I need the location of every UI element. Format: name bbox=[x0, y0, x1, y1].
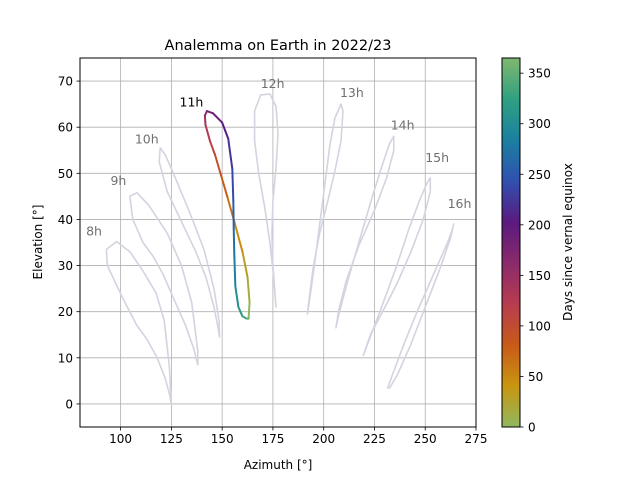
x-axis-label: Azimuth [°] bbox=[244, 458, 313, 472]
plot-frame bbox=[79, 57, 477, 428]
analemma-16h bbox=[386, 223, 455, 389]
analemma-11h-segment bbox=[246, 276, 251, 304]
analemma-11h-segment bbox=[237, 306, 244, 318]
colorbar-tick-label: 200 bbox=[528, 218, 551, 232]
analemma-11h-segment bbox=[233, 255, 237, 288]
y-tick-label: 60 bbox=[58, 121, 73, 135]
hour-label-13h: 13h bbox=[340, 85, 364, 100]
analemma-11h-segment bbox=[227, 137, 234, 170]
colorbar-ticks: 0 50 100 150 200 250 300 350 bbox=[520, 67, 551, 435]
analemma-11h-segment bbox=[247, 301, 251, 320]
y-tick-label: 30 bbox=[58, 259, 73, 273]
analemma-10h bbox=[158, 147, 221, 338]
analemma-curves bbox=[105, 93, 455, 405]
analemma-11h bbox=[203, 110, 251, 320]
analemma-11h-segment bbox=[208, 140, 217, 156]
analemma-8h-line bbox=[105, 240, 172, 405]
analemma-11h-segment bbox=[231, 167, 235, 202]
hour-labels: 8h 9h 10h 11h 12h 13h 14h 15h 16h bbox=[86, 76, 471, 239]
y-axis-ticks: 0 10 20 30 40 50 60 70 bbox=[58, 75, 80, 411]
colorbar: 0 50 100 150 200 250 300 350 Days since vernal … bbox=[501, 57, 575, 435]
analemma-14h-line bbox=[335, 135, 395, 329]
hour-label-14h: 14h bbox=[391, 117, 415, 132]
colorbar-tick-label: 50 bbox=[528, 370, 543, 384]
x-axis-ticks: 100 125 150 175 200 225 250 275 bbox=[109, 427, 487, 446]
x-tick-label: 200 bbox=[312, 432, 335, 446]
analemma-13h bbox=[306, 103, 344, 315]
colorbar-tick-label: 150 bbox=[528, 269, 551, 283]
analemma-15h-line bbox=[362, 177, 432, 357]
colorbar-tick-label: 350 bbox=[528, 67, 551, 81]
x-tick-label: 175 bbox=[261, 432, 284, 446]
analemma-11h-segment bbox=[233, 220, 244, 253]
chart-title: Analemma on Earth in 2022/23 bbox=[165, 38, 392, 54]
analemma-11h-segment bbox=[212, 112, 224, 124]
colorbar-tick-label: 100 bbox=[528, 319, 551, 333]
analemma-11h-segment bbox=[204, 123, 211, 143]
hour-label-11h: 11h bbox=[180, 94, 204, 109]
analemma-10h-line bbox=[158, 147, 221, 338]
analemma-11h-segment bbox=[221, 121, 230, 140]
analemma-12h-line bbox=[253, 93, 279, 308]
x-tick-label: 100 bbox=[109, 432, 132, 446]
y-tick-label: 0 bbox=[65, 397, 73, 411]
y-tick-label: 10 bbox=[58, 351, 73, 365]
analemma-9h-line bbox=[129, 191, 199, 366]
colorbar-tick-label: 0 bbox=[528, 421, 536, 435]
y-tick-label: 70 bbox=[58, 75, 73, 89]
analemma-11h-segment bbox=[203, 114, 207, 126]
x-tick-label: 150 bbox=[211, 432, 234, 446]
analemma-15h bbox=[362, 177, 432, 357]
plot-background bbox=[80, 58, 476, 427]
analemma-13h-line bbox=[306, 103, 344, 315]
analemma-9h bbox=[129, 191, 199, 366]
analemma-16h-line bbox=[386, 223, 455, 389]
y-tick-label: 40 bbox=[58, 213, 73, 227]
hour-label-10h: 10h bbox=[135, 131, 159, 146]
analemma-8h bbox=[105, 240, 172, 405]
hour-label-8h: 8h bbox=[86, 224, 102, 239]
x-tick-label: 225 bbox=[363, 432, 386, 446]
colorbar-tick-label: 250 bbox=[528, 168, 551, 182]
analemma-11h-segment bbox=[241, 250, 249, 279]
colorbar-label: Days since vernal equinox bbox=[561, 163, 575, 321]
hour-label-12h: 12h bbox=[261, 76, 285, 91]
x-tick-label: 250 bbox=[414, 432, 437, 446]
x-tick-label: 275 bbox=[465, 432, 488, 446]
analemma-11h-segment bbox=[232, 227, 236, 258]
analemma-11h-segment bbox=[205, 110, 215, 115]
analemma-11h-segment bbox=[234, 285, 240, 309]
colorbar-gradient-bar bbox=[501, 57, 521, 428]
hour-label-9h: 9h bbox=[110, 173, 126, 188]
analemma-11h-segment bbox=[220, 174, 229, 198]
analemma-11h-segment bbox=[214, 153, 223, 177]
y-tick-label: 50 bbox=[58, 167, 73, 181]
hour-label-15h: 15h bbox=[425, 150, 449, 165]
x-tick-label: 125 bbox=[160, 432, 183, 446]
y-tick-label: 20 bbox=[58, 305, 73, 319]
grid bbox=[80, 58, 477, 427]
colorbar-tick-label: 300 bbox=[528, 117, 551, 131]
y-axis-label: Elevation [°] bbox=[31, 205, 45, 280]
analemma-12h bbox=[253, 93, 279, 308]
hour-label-16h: 16h bbox=[448, 196, 472, 211]
analemma-14h bbox=[335, 135, 395, 329]
